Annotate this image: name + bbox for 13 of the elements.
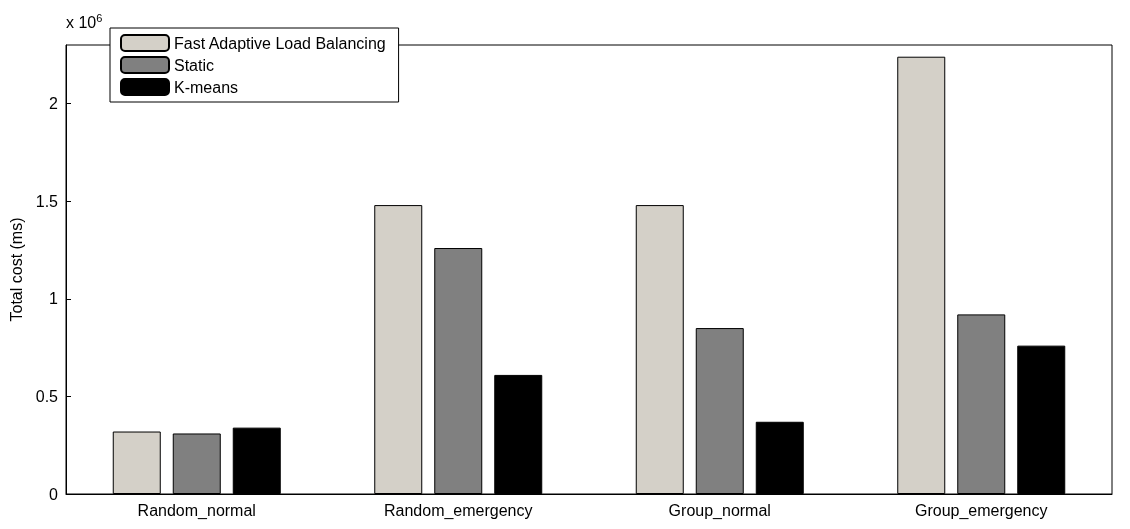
- legend-label: K-means: [174, 78, 239, 96]
- y-tick-label: 1.5: [35, 192, 59, 210]
- y-tick-label: 2: [49, 95, 59, 113]
- legend-label: Fast Adaptive Load Balancing: [174, 34, 386, 52]
- y-tick-label: 1: [49, 290, 59, 308]
- x-tick-label: Group_emergency: [914, 501, 1048, 520]
- legend-label: Static: [174, 56, 215, 74]
- y-tick-label: 0: [49, 485, 59, 503]
- y-axis-title: Total cost (ms): [7, 217, 25, 322]
- x-tick-label: Random_normal: [137, 501, 256, 520]
- x-tick-label: Random_emergency: [383, 501, 533, 520]
- y-tick-label: 0.5: [35, 387, 59, 405]
- x-tick-label: Group_normal: [668, 501, 771, 520]
